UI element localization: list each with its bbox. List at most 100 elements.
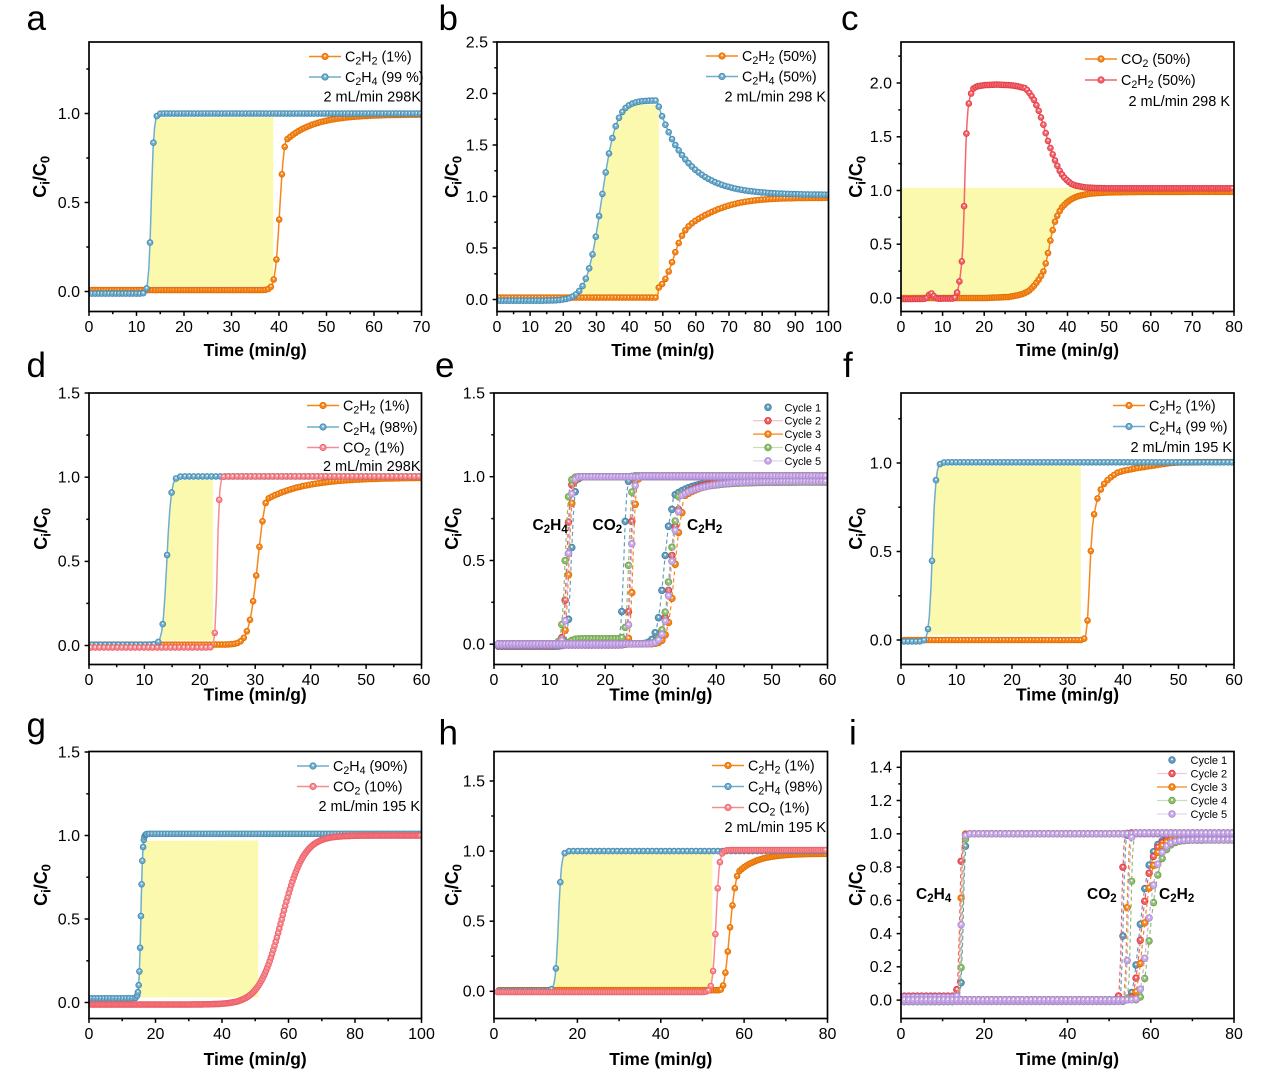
svg-text:Cycle 2: Cycle 2 xyxy=(785,416,822,428)
svg-text:20: 20 xyxy=(975,1026,993,1043)
svg-text:d: d xyxy=(27,346,46,385)
svg-text:0.5: 0.5 xyxy=(58,554,80,571)
svg-text:70: 70 xyxy=(720,319,738,336)
svg-text:g: g xyxy=(27,706,46,745)
svg-text:10: 10 xyxy=(521,319,539,336)
svg-text:2 mL/min 195 K: 2 mL/min 195 K xyxy=(318,799,420,815)
svg-text:2 mL/min 298 K: 2 mL/min 298 K xyxy=(1128,94,1230,110)
svg-text:CO2: CO2 xyxy=(593,517,623,536)
svg-text:40: 40 xyxy=(621,319,639,336)
svg-text:40: 40 xyxy=(652,1026,670,1043)
svg-text:2 mL/min 298K: 2 mL/min 298K xyxy=(323,459,421,475)
svg-text:0.0: 0.0 xyxy=(870,290,892,307)
svg-text:0.5: 0.5 xyxy=(466,240,488,257)
svg-text:C2H2: C2H2 xyxy=(1159,886,1194,905)
svg-text:1.0: 1.0 xyxy=(870,826,892,843)
svg-text:60: 60 xyxy=(1142,1026,1160,1043)
svg-text:0.4: 0.4 xyxy=(870,926,892,943)
svg-text:C2H4 (98%): C2H4 (98%) xyxy=(343,420,418,438)
svg-text:30: 30 xyxy=(1017,319,1035,336)
svg-text:20: 20 xyxy=(554,319,572,336)
svg-text:Time (min/g): Time (min/g) xyxy=(204,1049,307,1069)
svg-text:40: 40 xyxy=(1059,319,1077,336)
svg-text:2.5: 2.5 xyxy=(466,34,488,51)
svg-text:0: 0 xyxy=(85,1026,94,1043)
svg-text:h: h xyxy=(439,714,458,753)
svg-text:30: 30 xyxy=(223,319,241,336)
svg-text:C2H2 (50%): C2H2 (50%) xyxy=(742,49,817,67)
svg-text:C2H4: C2H4 xyxy=(916,886,952,905)
svg-text:Cycle 4: Cycle 4 xyxy=(785,443,822,455)
svg-text:Cycle 3: Cycle 3 xyxy=(785,429,822,441)
svg-text:30: 30 xyxy=(246,672,264,689)
svg-text:1.0: 1.0 xyxy=(870,455,892,472)
svg-text:20: 20 xyxy=(596,672,614,689)
svg-text:Ci/C0: Ci/C0 xyxy=(30,156,53,198)
svg-text:0.5: 0.5 xyxy=(463,914,485,931)
svg-text:2.0: 2.0 xyxy=(466,86,488,103)
svg-text:CO2 (50%): CO2 (50%) xyxy=(1121,52,1190,70)
svg-text:CO2: CO2 xyxy=(1087,886,1117,905)
svg-text:20: 20 xyxy=(975,319,993,336)
svg-text:Ci/C0: Ci/C0 xyxy=(442,864,465,906)
svg-text:Time (min/g): Time (min/g) xyxy=(611,340,714,360)
svg-text:0: 0 xyxy=(490,1026,499,1043)
svg-text:0.5: 0.5 xyxy=(58,911,80,928)
svg-text:C2H2 (1%): C2H2 (1%) xyxy=(748,759,815,777)
svg-text:100: 100 xyxy=(815,319,842,336)
svg-text:1.0: 1.0 xyxy=(58,106,80,123)
svg-text:60: 60 xyxy=(413,672,431,689)
svg-text:0: 0 xyxy=(897,1026,906,1043)
svg-text:0.5: 0.5 xyxy=(870,544,892,561)
svg-text:60: 60 xyxy=(280,1026,298,1043)
svg-text:2.0: 2.0 xyxy=(870,75,892,92)
svg-text:1.5: 1.5 xyxy=(463,773,485,790)
svg-text:b: b xyxy=(439,0,458,38)
svg-text:c: c xyxy=(841,0,859,38)
svg-text:10: 10 xyxy=(934,319,952,336)
svg-text:0: 0 xyxy=(490,672,499,689)
svg-text:Ci/C0: Ci/C0 xyxy=(31,508,54,550)
svg-text:0.0: 0.0 xyxy=(463,984,485,1001)
svg-text:C2H4 (99 %): C2H4 (99 %) xyxy=(345,70,424,88)
svg-text:0: 0 xyxy=(493,319,502,336)
svg-text:0.0: 0.0 xyxy=(466,292,488,309)
svg-text:1.0: 1.0 xyxy=(463,469,485,486)
svg-text:50: 50 xyxy=(1100,319,1118,336)
svg-text:50: 50 xyxy=(357,672,375,689)
svg-text:0.5: 0.5 xyxy=(58,195,80,212)
svg-text:1.2: 1.2 xyxy=(870,793,892,810)
svg-text:50: 50 xyxy=(654,319,672,336)
svg-text:50: 50 xyxy=(318,319,336,336)
svg-text:C2H2: C2H2 xyxy=(687,517,722,536)
svg-text:0.0: 0.0 xyxy=(58,995,80,1012)
svg-text:60: 60 xyxy=(365,319,383,336)
svg-text:Cycle 4: Cycle 4 xyxy=(1191,796,1228,808)
svg-text:Time (min/g): Time (min/g) xyxy=(609,685,712,705)
svg-text:0.8: 0.8 xyxy=(870,859,892,876)
svg-text:1.5: 1.5 xyxy=(58,744,80,761)
svg-text:e: e xyxy=(435,346,454,385)
svg-text:Time (min/g): Time (min/g) xyxy=(204,685,307,705)
svg-text:60: 60 xyxy=(1225,672,1243,689)
svg-text:1.0: 1.0 xyxy=(58,828,80,845)
svg-text:Time (min/g): Time (min/g) xyxy=(204,340,307,360)
svg-text:C2H4 (99 %): C2H4 (99 %) xyxy=(1149,420,1228,438)
svg-text:1.5: 1.5 xyxy=(870,129,892,146)
svg-text:20: 20 xyxy=(147,1026,165,1043)
svg-text:C2H2 (1%): C2H2 (1%) xyxy=(343,399,410,417)
svg-text:1.0: 1.0 xyxy=(58,470,80,487)
svg-text:1.5: 1.5 xyxy=(466,137,488,154)
svg-text:1.5: 1.5 xyxy=(463,385,485,402)
svg-text:Time (min/g): Time (min/g) xyxy=(609,1049,712,1069)
svg-text:0.5: 0.5 xyxy=(870,237,892,254)
svg-text:2 mL/min 298K: 2 mL/min 298K xyxy=(323,90,421,106)
svg-text:Cycle 5: Cycle 5 xyxy=(785,456,822,468)
svg-text:Cycle 2: Cycle 2 xyxy=(1191,769,1228,781)
svg-text:0.0: 0.0 xyxy=(58,284,80,301)
svg-text:CO2 (10%): CO2 (10%) xyxy=(333,780,402,798)
svg-text:90: 90 xyxy=(787,319,805,336)
svg-text:40: 40 xyxy=(302,672,320,689)
svg-text:Ci/C0: Ci/C0 xyxy=(442,156,465,198)
svg-text:30: 30 xyxy=(652,672,670,689)
